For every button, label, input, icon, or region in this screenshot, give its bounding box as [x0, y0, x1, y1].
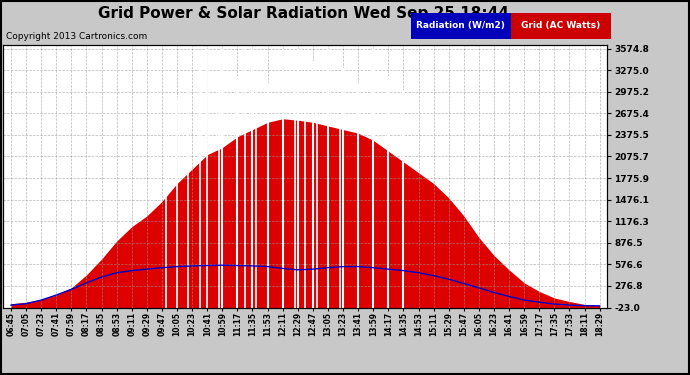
Text: Copyright 2013 Cartronics.com: Copyright 2013 Cartronics.com — [6, 32, 147, 41]
Text: Grid Power & Solar Radiation Wed Sep 25 18:44: Grid Power & Solar Radiation Wed Sep 25 … — [98, 6, 509, 21]
Text: Grid (AC Watts): Grid (AC Watts) — [521, 21, 600, 30]
Text: Radiation (W/m2): Radiation (W/m2) — [416, 21, 505, 30]
